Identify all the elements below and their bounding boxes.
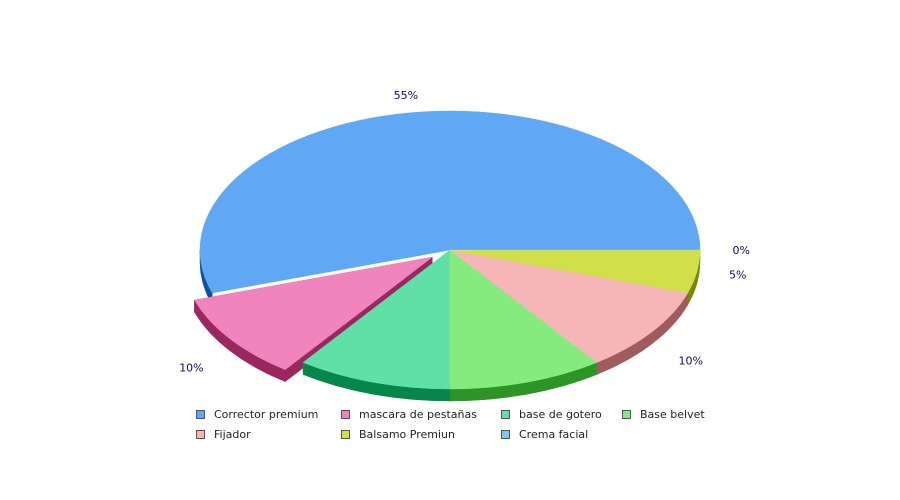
legend-row: Corrector premium mascara de pestañas ba… (196, 404, 736, 424)
legend-item-mascara-de-pestanas: mascara de pestañas (341, 408, 501, 421)
legend-item-balsamo-premiun: Balsamo Premiun (341, 428, 501, 441)
pie-slice-mascara-de-pestanas (194, 256, 433, 370)
legend-swatch (622, 409, 631, 419)
legend-label: mascara de pestañas (359, 407, 477, 421)
legend-label: Balsamo Premiun (359, 427, 455, 441)
data-label-corrector-premium: 55% (394, 89, 418, 102)
pie-slice-base-belvet (449, 249, 598, 390)
data-label-crema-facial: 0% (733, 244, 750, 257)
legend-label: Fijador (214, 427, 251, 441)
legend-item-base-de-gotero: base de gotero (501, 408, 622, 421)
legend-swatch (341, 409, 350, 419)
legend-swatch (341, 429, 350, 439)
pie-slice-corrector-premium (199, 110, 701, 294)
data-label-balsamo-premiun: 5% (729, 269, 746, 282)
legend-swatch (501, 409, 510, 419)
legend-swatch (501, 429, 510, 439)
legend-label: base de gotero (519, 407, 602, 421)
data-label-mascara-de-pestanas: 10% (179, 362, 203, 375)
legend-label: Corrector premium (214, 407, 319, 421)
pie-slice-fijador (449, 249, 689, 363)
legend-swatch (196, 429, 205, 439)
legend-item-corrector-premium: Corrector premium (196, 408, 341, 421)
legend-item-crema-facial: Crema facial (501, 428, 588, 441)
pie-slice-base-de-gotero (302, 249, 451, 390)
legend-label: Crema facial (519, 427, 589, 441)
legend-label: Base belvet (640, 407, 705, 421)
pie-slice-balsamo-premiun (449, 249, 701, 294)
data-label-fijador: 10% (679, 354, 703, 367)
legend-item-base-belvet: Base belvet (622, 408, 705, 421)
legend-row: Fijador Balsamo Premiun Crema facial (196, 424, 736, 444)
legend-item-fijador: Fijador (196, 428, 341, 441)
legend-swatch (196, 409, 205, 419)
legend: Corrector premium mascara de pestañas ba… (196, 404, 736, 444)
